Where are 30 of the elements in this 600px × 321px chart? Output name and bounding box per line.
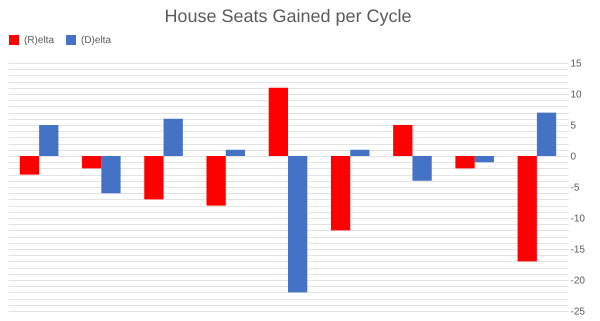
bar [455,156,475,168]
bar [268,88,288,156]
bar [164,118,183,156]
chart-title: House Seats Gained per Cycle [164,6,412,26]
y-tick-label: -10 [570,214,586,224]
y-tick-label: -5 [570,182,580,194]
y-tick-label: -25 [570,306,586,318]
y-tick-label: 0 [570,152,576,162]
bar [393,125,412,156]
y-tick-label: 10 [570,90,582,100]
bar [39,125,58,156]
y-tick-label: -20 [570,276,586,286]
y-tick-label: -15 [570,244,586,256]
bar [206,156,226,206]
legend-label: (D)elta [81,35,112,46]
bar [82,156,102,168]
bar [20,156,40,175]
bar [144,156,164,200]
bar [288,156,308,292]
legend-label: (R)elta [24,35,54,46]
bar [330,156,350,230]
bar [536,112,556,156]
bar [518,156,537,262]
bar [226,150,246,156]
bar [412,156,432,181]
bar [101,156,121,194]
y-tick-label: 5 [570,120,576,132]
y-tick-label: 15 [570,58,582,70]
bar [474,156,494,162]
bar [350,150,370,156]
